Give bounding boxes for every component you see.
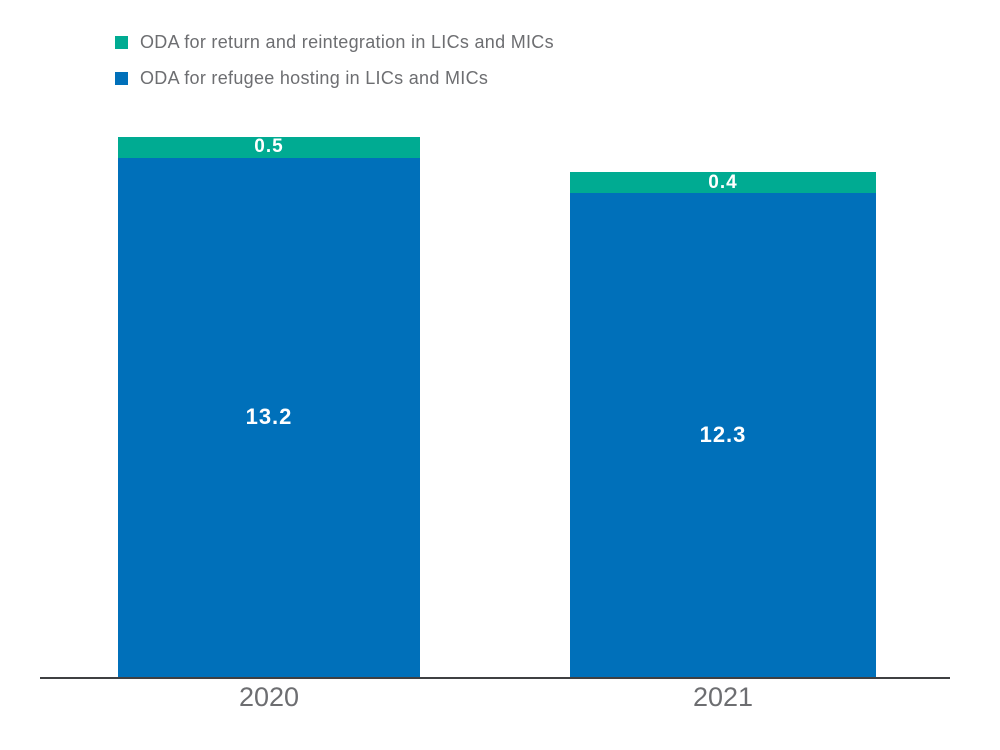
bar-2021-segment-return-reintegration: 0.4 <box>570 172 876 193</box>
bar-2020-segment-refugee-hosting: 13.2 <box>118 157 420 677</box>
value-label-2020-return: 0.5 <box>254 136 284 158</box>
blue-square-icon <box>115 71 128 85</box>
legend-label-return-reintegration: ODA for return and reintegration in LICs… <box>140 31 554 52</box>
bar-2021: 0.4 12.3 <box>570 172 876 677</box>
bar-2020: 0.5 13.2 <box>118 136 420 677</box>
green-square-icon <box>115 35 128 49</box>
value-label-2020-hosting: 13.2 <box>245 404 293 430</box>
bar-2020-segment-return-reintegration: 0.5 <box>118 136 420 158</box>
value-label-2021-return: 0.4 <box>708 171 738 193</box>
legend: ODA for return and reintegration in LICs… <box>115 30 554 102</box>
legend-label-refugee-hosting: ODA for refugee hosting in LICs and MICs <box>140 67 489 88</box>
value-label-2021-hosting: 12.3 <box>699 422 747 447</box>
x-axis-label-2021: 2021 <box>692 682 754 712</box>
legend-item-refugee-hosting: ODA for refugee hosting in LICs and MICs <box>115 66 554 90</box>
bar-2021-segment-refugee-hosting: 12.3 <box>570 193 876 677</box>
x-axis-line <box>40 677 950 679</box>
legend-item-return-reintegration: ODA for return and reintegration in LICs… <box>115 30 554 54</box>
x-axis-label-2020: 2020 <box>238 682 300 712</box>
